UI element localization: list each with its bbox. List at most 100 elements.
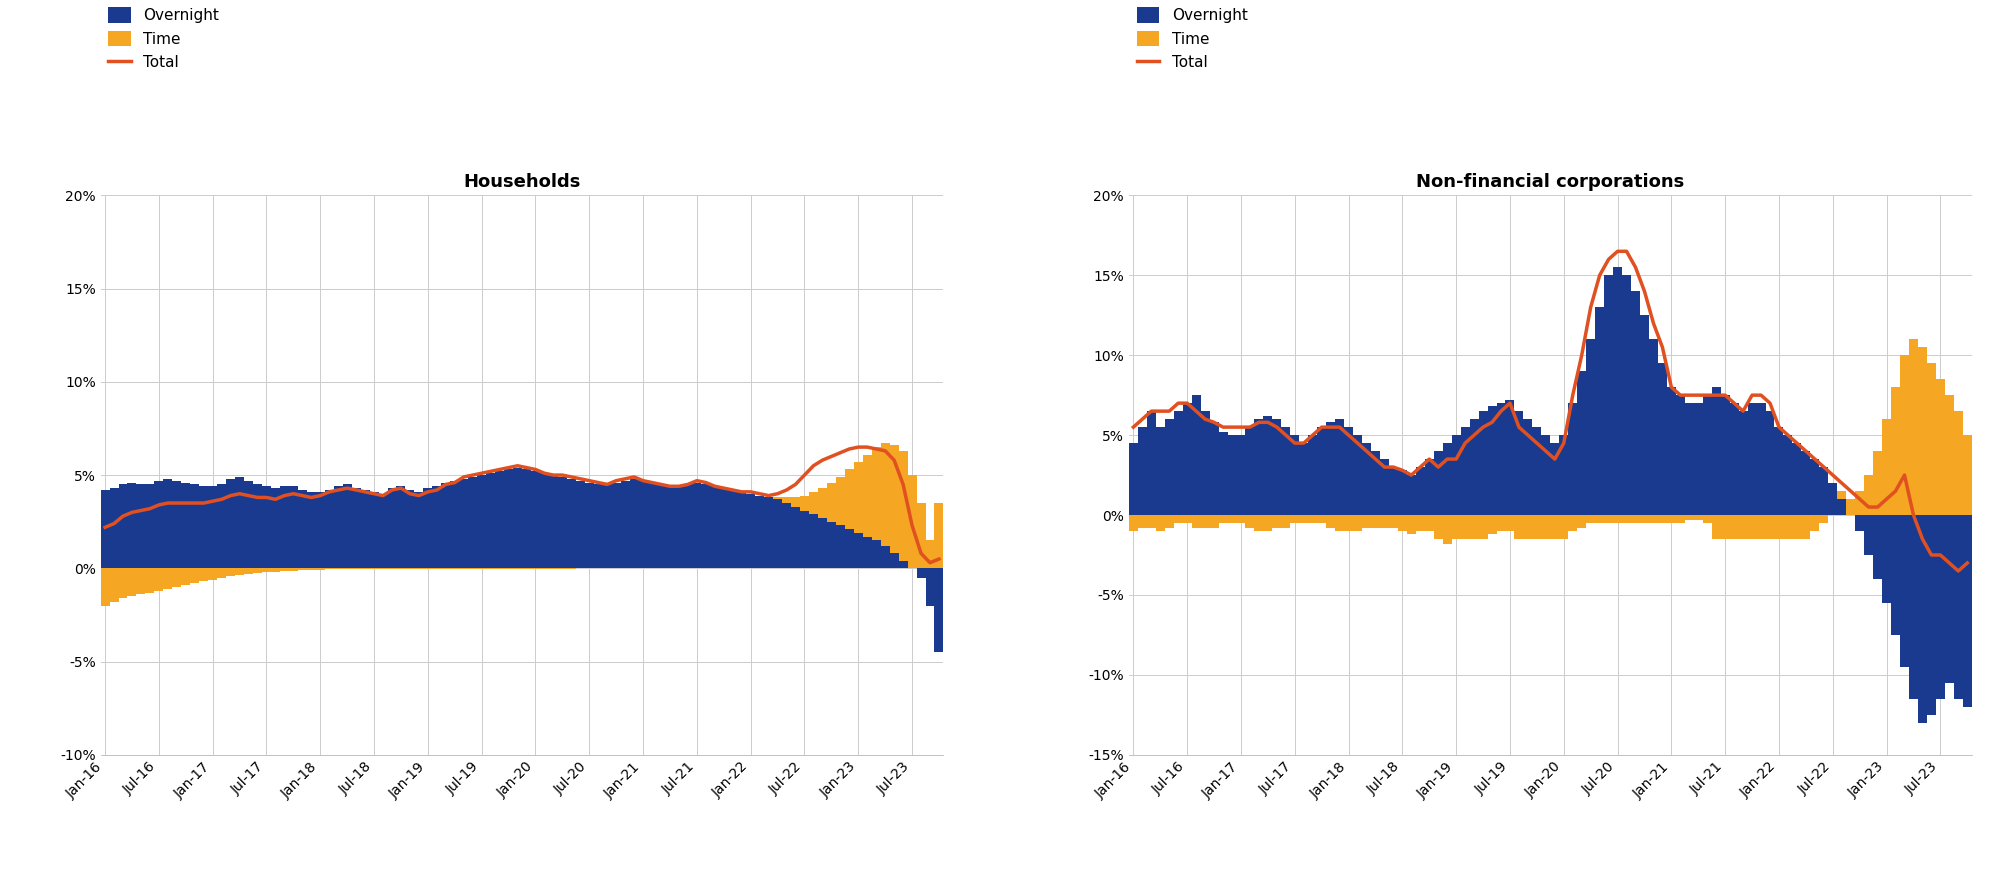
- Bar: [342, 485, 352, 568]
- Bar: [1541, 515, 1551, 539]
- Bar: [1909, 339, 1917, 515]
- Bar: [1604, 515, 1614, 523]
- Bar: [181, 568, 191, 585]
- Bar: [1406, 515, 1416, 535]
- Bar: [1469, 419, 1479, 515]
- Bar: [1487, 515, 1497, 535]
- Bar: [1632, 515, 1640, 523]
- Bar: [1245, 427, 1253, 515]
- Bar: [1909, 515, 1917, 699]
- Bar: [406, 490, 414, 568]
- Bar: [127, 568, 137, 597]
- Bar: [1173, 411, 1183, 515]
- Bar: [1416, 467, 1424, 515]
- Bar: [1927, 515, 1936, 715]
- Bar: [316, 492, 324, 568]
- Bar: [1282, 427, 1290, 515]
- Bar: [1614, 515, 1622, 523]
- Bar: [791, 497, 801, 507]
- Bar: [1209, 423, 1219, 515]
- Bar: [521, 470, 531, 568]
- Bar: [1533, 515, 1541, 539]
- Bar: [360, 568, 370, 569]
- Bar: [1300, 515, 1308, 523]
- Bar: [594, 485, 604, 568]
- Bar: [1899, 355, 1909, 515]
- Bar: [324, 568, 334, 569]
- Bar: [1881, 515, 1891, 603]
- Bar: [1676, 395, 1684, 515]
- Bar: [469, 477, 477, 568]
- Bar: [1380, 459, 1388, 515]
- Bar: [1604, 275, 1614, 515]
- Bar: [783, 503, 791, 568]
- Bar: [827, 482, 835, 522]
- Bar: [1577, 515, 1585, 527]
- Bar: [334, 568, 342, 569]
- Bar: [531, 568, 539, 569]
- Bar: [1352, 435, 1362, 515]
- Bar: [254, 568, 262, 573]
- Bar: [666, 487, 674, 568]
- Bar: [1461, 427, 1469, 515]
- Bar: [1964, 435, 1972, 515]
- Bar: [199, 487, 207, 568]
- Bar: [1577, 371, 1585, 515]
- Bar: [1658, 515, 1666, 523]
- Bar: [1479, 411, 1487, 515]
- Bar: [414, 568, 423, 569]
- Title: Households: Households: [463, 173, 581, 191]
- Bar: [531, 472, 539, 568]
- Bar: [1891, 387, 1899, 515]
- Bar: [1658, 363, 1666, 515]
- Bar: [1650, 515, 1658, 523]
- Bar: [926, 540, 934, 568]
- Bar: [1326, 423, 1336, 515]
- Bar: [809, 492, 819, 514]
- Bar: [1954, 515, 1964, 699]
- Bar: [1147, 411, 1155, 515]
- Bar: [1738, 411, 1748, 515]
- Bar: [692, 482, 702, 568]
- Bar: [783, 497, 791, 503]
- Bar: [871, 540, 881, 568]
- Bar: [656, 485, 666, 568]
- Bar: [217, 568, 225, 578]
- Bar: [495, 472, 505, 568]
- Bar: [934, 503, 944, 568]
- Bar: [1954, 411, 1964, 515]
- Bar: [1165, 515, 1173, 527]
- Bar: [835, 477, 845, 526]
- Bar: [1326, 515, 1336, 527]
- Bar: [1264, 416, 1272, 515]
- Bar: [101, 568, 109, 606]
- Bar: [191, 485, 199, 568]
- Bar: [1398, 515, 1406, 531]
- Bar: [1139, 515, 1147, 527]
- Bar: [1936, 379, 1946, 515]
- Bar: [1730, 403, 1738, 515]
- Bar: [1666, 515, 1676, 523]
- Bar: [513, 568, 521, 569]
- Bar: [308, 492, 316, 568]
- Bar: [1453, 435, 1461, 515]
- Bar: [388, 568, 396, 569]
- Bar: [1282, 515, 1290, 527]
- Bar: [1362, 443, 1370, 515]
- Bar: [871, 448, 881, 540]
- Bar: [1139, 427, 1147, 515]
- Bar: [1398, 471, 1406, 515]
- Bar: [207, 487, 217, 568]
- Bar: [423, 568, 433, 569]
- Bar: [889, 445, 899, 553]
- Bar: [630, 479, 638, 568]
- Bar: [1622, 515, 1632, 523]
- Bar: [1388, 467, 1398, 515]
- Bar: [459, 568, 469, 569]
- Bar: [1173, 515, 1183, 523]
- Bar: [853, 533, 863, 568]
- Bar: [1640, 315, 1650, 515]
- Bar: [575, 480, 585, 568]
- Bar: [1847, 499, 1855, 515]
- Bar: [396, 568, 406, 569]
